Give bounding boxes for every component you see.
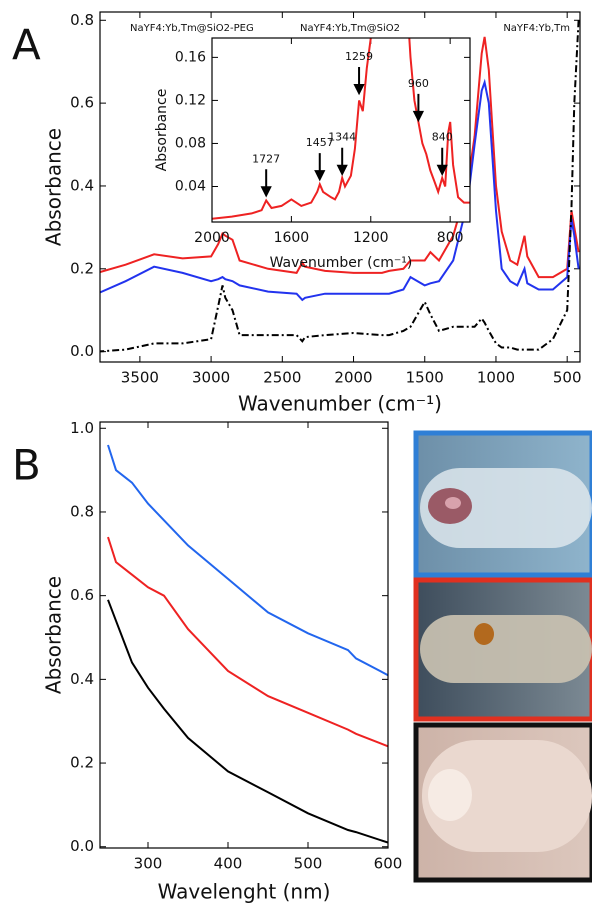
series-line — [107, 444, 388, 677]
annotation-label: 1259 — [345, 50, 373, 63]
series-line — [107, 536, 388, 748]
y-tick-label: 1.0 — [70, 419, 94, 437]
legend-label: NaYF4:Yb,Tm — [503, 23, 570, 34]
y-axis-title: Absorbance — [42, 576, 66, 694]
annotation-label: 840 — [432, 131, 453, 144]
y-tick-label: 0.04 — [175, 178, 206, 194]
x-tick-label: 2000 — [334, 369, 372, 387]
x-tick-label: 1000 — [477, 369, 515, 387]
x-tick-label: 1200 — [353, 230, 389, 246]
y-tick-label: 0.6 — [70, 94, 94, 112]
x-tick-label: 1500 — [406, 369, 444, 387]
x-tick-label: 2500 — [263, 369, 301, 387]
annotation-label: 1727 — [252, 152, 280, 165]
x-axis-title: Wavenumber (cm⁻¹) — [270, 255, 413, 271]
plot-frame — [211, 37, 471, 223]
annotation-label: 960 — [408, 77, 429, 90]
annotation-label: 1344 — [328, 131, 356, 144]
x-tick-label: 800 — [437, 230, 464, 246]
y-tick-label: 0.6 — [70, 586, 94, 604]
y-tick-label: 0.08 — [175, 135, 206, 151]
y-tick-label: 0.2 — [70, 754, 94, 772]
x-tick-label: 500 — [553, 369, 582, 387]
photo-2 — [413, 577, 592, 722]
series-line — [100, 78, 580, 302]
y-tick-label: 0.4 — [70, 176, 94, 194]
x-tick-label: 1600 — [274, 230, 310, 246]
annotation-arrow — [412, 93, 425, 123]
y-tick-label: 0.8 — [70, 502, 94, 520]
annotation-arrow — [260, 169, 272, 198]
series-line — [107, 599, 388, 844]
y-tick-label: 0.12 — [175, 92, 206, 108]
x-axis-title: Wavenumber (cm⁻¹) — [238, 392, 442, 416]
y-tick-label: 0.4 — [70, 670, 94, 688]
x-axis-title: Wavelenght (nm) — [158, 880, 331, 904]
x-tick-label: 3000 — [192, 369, 230, 387]
photo-3 — [413, 722, 592, 883]
y-tick-label: 0.8 — [70, 11, 94, 29]
chart: 3500 3000 2500 2000 1500 1000 500 0.0 0.2 0.4 0.6 0… — [12, 11, 582, 416]
x-tick-label: 400 — [214, 855, 243, 873]
y-axis-title: Absorbance — [42, 128, 66, 246]
x-tick-label: 2000 — [194, 230, 230, 246]
y-tick-label: 0.2 — [70, 259, 94, 277]
panel-label: A — [12, 21, 41, 70]
x-tick-label: 500 — [294, 855, 323, 873]
x-tick-label: 600 — [374, 855, 403, 873]
legend-label: NaYF4:Yb,Tm@SiO2 — [300, 23, 400, 34]
series-line — [212, 38, 470, 220]
annotation-label: 1457 — [306, 136, 334, 149]
panel-label: B — [12, 441, 41, 490]
plot-frame — [99, 11, 581, 363]
chart: 2000 1600 1200 800 0.04 0.08 0.12 0.16 Wavenumbe… — [154, 37, 471, 271]
series-line — [100, 36, 580, 279]
plot-frame — [99, 421, 389, 849]
annotation-arrow — [353, 67, 365, 96]
annotation-arrow — [436, 147, 448, 176]
legend-label: NaYF4:Yb,Tm@SiO2-PEG — [130, 23, 254, 34]
chart: 300 400 500 600 0.0 0.2 0.4 0.6 0.8 1.0 Wavelenght… — [12, 419, 402, 904]
plot-background — [212, 38, 470, 222]
x-tick-label: 3500 — [121, 369, 159, 387]
y-tick-label: 0.0 — [70, 342, 94, 360]
y-tick-label: 0.0 — [70, 837, 94, 855]
annotation-arrow — [336, 147, 348, 176]
y-axis-title: Absorbance — [154, 89, 170, 172]
x-tick-label: 300 — [134, 855, 163, 873]
y-tick-label: 0.16 — [175, 49, 206, 65]
photo-1 — [413, 430, 592, 578]
annotation-arrow — [314, 153, 326, 182]
